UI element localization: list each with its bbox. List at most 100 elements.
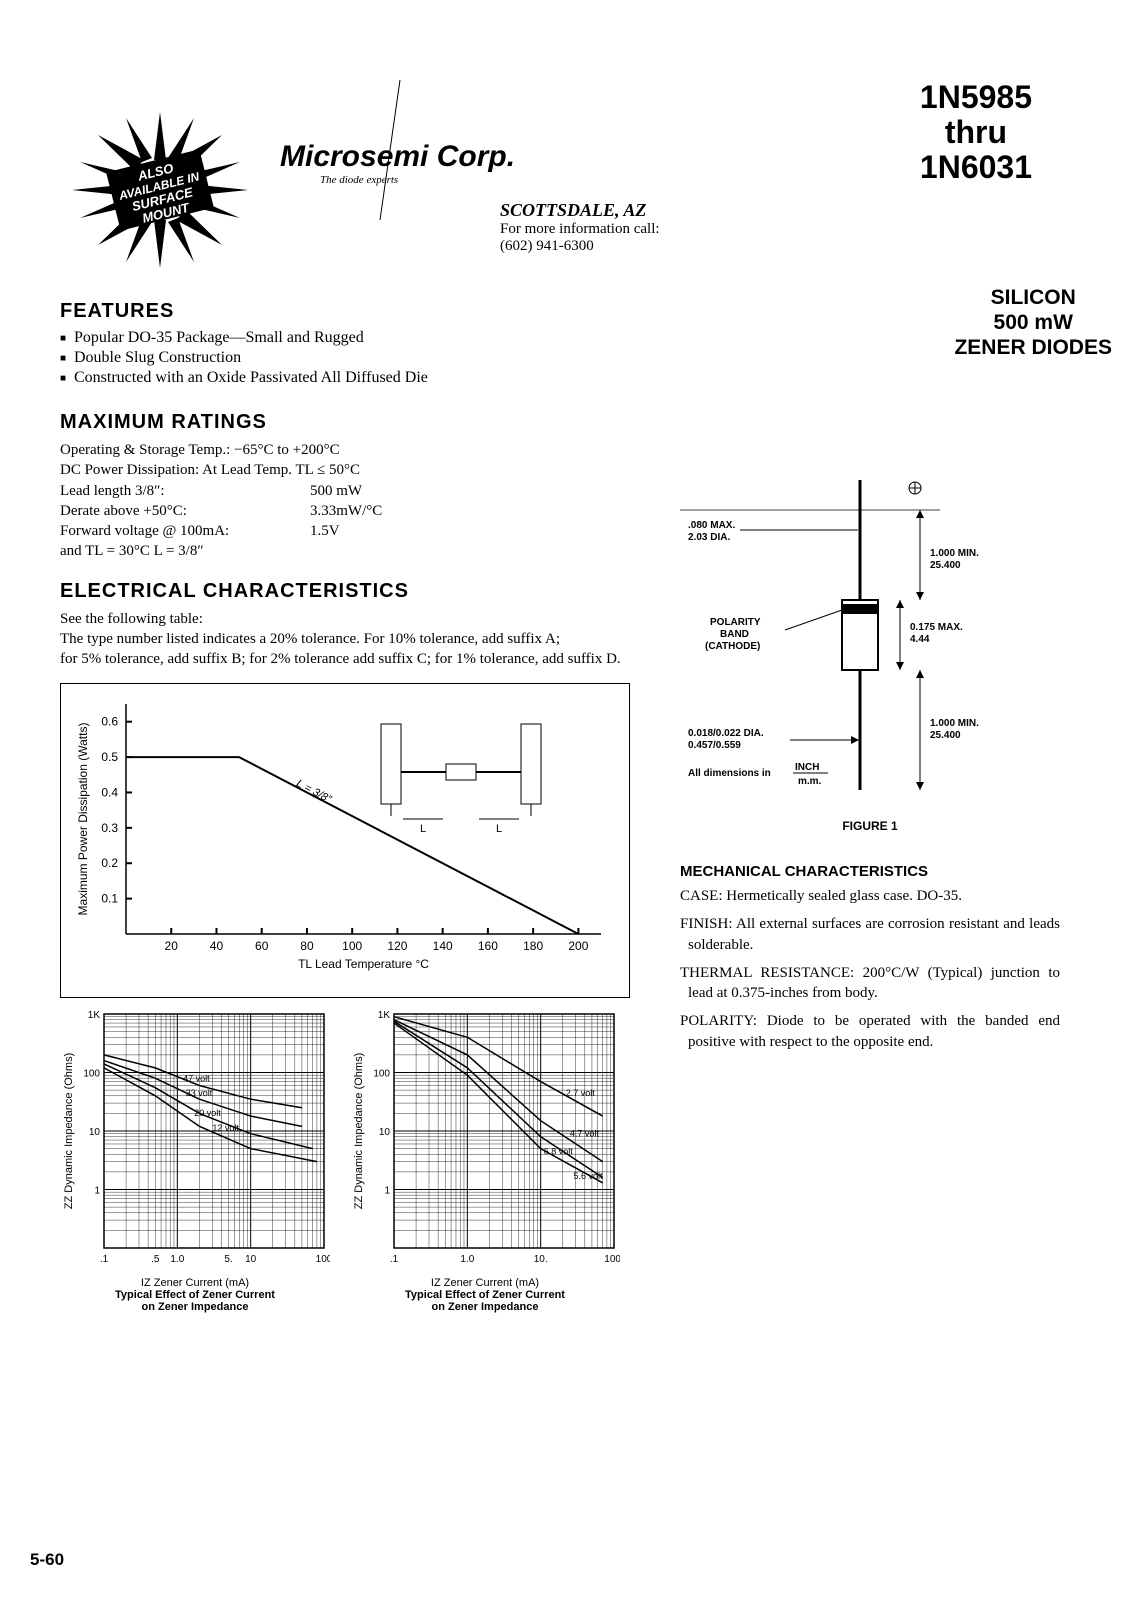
type-line1: SILICON	[954, 285, 1112, 310]
svg-text:100: 100	[342, 939, 362, 953]
impedance-chart-left-wrap: 1101001K.1.51.05.10100ZZ Dynamic Impedan…	[60, 1008, 330, 1313]
left-column: FEATURES Popular DO-35 Package—Small and…	[60, 300, 640, 1313]
electrical-line: See the following table:	[60, 609, 640, 629]
imp-left-caption-title: Typical Effect of Zener Current	[115, 1289, 275, 1301]
derating-chart-box: 204060801001201401601802000.10.20.30.40.…	[60, 683, 630, 998]
svg-text:20: 20	[165, 939, 179, 953]
svg-text:4.7 volt: 4.7 volt	[570, 1129, 600, 1139]
electrical-line: for 5% tolerance, add suffix B; for 2% t…	[60, 649, 640, 669]
features-list: Popular DO-35 Package—Small and Rugged D…	[60, 329, 640, 387]
svg-text:0.6: 0.6	[101, 715, 118, 729]
svg-text:60: 60	[255, 939, 269, 953]
svg-text:1: 1	[384, 1186, 390, 1197]
imp-right-xlabel: IZ Zener Current (mA)	[431, 1277, 539, 1289]
mech-item: POLARITY: Diode to be operated with the …	[680, 1011, 1060, 1052]
svg-text:1.000 MIN.: 1.000 MIN.	[930, 718, 979, 729]
svg-text:100.: 100.	[604, 1254, 620, 1265]
header: ALSO AVAILABLE IN SURFACE MOUNT Microsem…	[60, 80, 1072, 280]
imp-left-caption-sub: on Zener Impedance	[142, 1301, 249, 1313]
svg-text:2.03 DIA.: 2.03 DIA.	[688, 532, 730, 543]
svg-text:160: 160	[478, 939, 498, 953]
ratings-value: 3.33mW/°C	[310, 501, 382, 521]
company-block: Microsemi Corp. The diode experts	[280, 140, 515, 186]
package-figure: .080 MAX.2.03 DIA.1.000 MIN.25.4000.175 …	[680, 470, 1040, 810]
electrical-heading: ELECTRICAL CHARACTERISTICS	[60, 580, 640, 603]
svg-text:25.400: 25.400	[930, 560, 961, 571]
svg-text:4.44: 4.44	[910, 634, 930, 645]
features-heading: FEATURES	[60, 300, 640, 323]
feature-item: Popular DO-35 Package—Small and Rugged	[60, 329, 640, 347]
type-line3: ZENER DIODES	[954, 335, 1112, 360]
product-type-block: SILICON 500 mW ZENER DIODES	[954, 285, 1112, 361]
part-line1: 1N5985	[920, 80, 1032, 115]
svg-text:0.457/0.559: 0.457/0.559	[688, 740, 741, 751]
svg-text:BAND: BAND	[720, 629, 749, 640]
svg-text:.1: .1	[100, 1254, 109, 1265]
svg-text:0.3: 0.3	[101, 821, 118, 835]
part-line3: 1N6031	[920, 150, 1032, 185]
svg-text:120: 120	[387, 939, 407, 953]
svg-text:All dimensions in: All dimensions in	[688, 768, 771, 779]
svg-text:40: 40	[210, 939, 224, 953]
feature-item: Constructed with an Oxide Passivated All…	[60, 369, 640, 387]
svg-text:47 volt: 47 volt	[183, 1074, 210, 1084]
svg-text:0.018/0.022 DIA.: 0.018/0.022 DIA.	[688, 728, 764, 739]
svg-text:100: 100	[373, 1069, 390, 1080]
svg-text:180: 180	[523, 939, 543, 953]
contact-phone: (602) 941-6300	[500, 238, 660, 255]
svg-text:33 volt: 33 volt	[186, 1088, 213, 1098]
ratings-line: Operating & Storage Temp.: −65°C to +200…	[60, 440, 640, 460]
svg-text:.1: .1	[390, 1254, 399, 1265]
svg-text:1.0: 1.0	[460, 1254, 474, 1265]
company-tagline: The diode experts	[320, 174, 515, 186]
part-line2: thru	[920, 115, 1032, 150]
svg-text:TL Lead Temperature °C: TL Lead Temperature °C	[298, 957, 429, 971]
impedance-chart-right-wrap: 1101001K.11.010.100.ZZ Dynamic Impedance…	[350, 1008, 620, 1313]
impedance-chart-right: 1101001K.11.010.100.ZZ Dynamic Impedance…	[350, 1008, 620, 1268]
imp-right-caption-sub: on Zener Impedance	[432, 1301, 539, 1313]
svg-text:140: 140	[433, 939, 453, 953]
derating-chart: 204060801001201401601802000.10.20.30.40.…	[71, 694, 611, 974]
svg-text:0.4: 0.4	[101, 786, 118, 800]
svg-text:1: 1	[94, 1186, 100, 1197]
right-column: .080 MAX.2.03 DIA.1.000 MIN.25.4000.175 …	[680, 300, 1060, 1313]
impedance-chart-left: 1101001K.1.51.05.10100ZZ Dynamic Impedan…	[60, 1008, 330, 1268]
ratings-value: 1.5V	[310, 521, 340, 541]
svg-text:10: 10	[245, 1254, 257, 1265]
svg-text:100: 100	[83, 1069, 100, 1080]
svg-text:ZZ Dynamic Impedance (Ohms): ZZ Dynamic Impedance (Ohms)	[63, 1053, 75, 1209]
part-number-block: 1N5985 thru 1N6031	[920, 80, 1032, 186]
svg-text:0.5: 0.5	[101, 750, 118, 764]
mech-item: CASE: Hermetically sealed glass case. DO…	[680, 886, 1060, 906]
svg-text:0.2: 0.2	[101, 856, 118, 870]
imp-right-caption-title: Typical Effect of Zener Current	[405, 1289, 565, 1301]
ratings-heading: MAXIMUM RATINGS	[60, 411, 640, 434]
svg-text:1.0: 1.0	[170, 1254, 184, 1265]
svg-text:L: L	[420, 823, 426, 835]
svg-text:ZZ Dynamic Impedance (Ohms): ZZ Dynamic Impedance (Ohms)	[353, 1053, 365, 1209]
ratings-label: Lead length 3/8″:	[60, 481, 310, 501]
svg-text:.080 MAX.: .080 MAX.	[688, 520, 735, 531]
ratings-label: Forward voltage @ 100mA:	[60, 521, 310, 541]
svg-text:5.: 5.	[224, 1254, 232, 1265]
electrical-line: The type number listed indicates a 20% t…	[60, 629, 640, 649]
page-number: 5-60	[30, 1550, 64, 1570]
svg-text:Maximum Power Dissipation (Wat: Maximum Power Dissipation (Watts)	[76, 723, 90, 916]
svg-text:200: 200	[568, 939, 588, 953]
svg-text:1K: 1K	[378, 1010, 391, 1021]
mechanical-heading: MECHANICAL CHARACTERISTICS	[680, 863, 1060, 880]
electrical-body: See the following table: The type number…	[60, 609, 640, 670]
starburst-badge: ALSO AVAILABLE IN SURFACE MOUNT	[70, 110, 250, 270]
ratings-label: Derate above +50°C:	[60, 501, 310, 521]
ratings-line: and TL = 30°C L = 3/8″	[60, 541, 640, 561]
svg-text:L = 3/8″: L = 3/8″	[294, 778, 334, 807]
svg-text:100: 100	[316, 1254, 330, 1265]
svg-text:0.1: 0.1	[101, 892, 118, 906]
svg-text:.5: .5	[151, 1254, 160, 1265]
contact-info-line: For more information call:	[500, 221, 660, 238]
svg-text:25.400: 25.400	[930, 730, 961, 741]
type-line2: 500 mW	[954, 310, 1112, 335]
company-name: Microsemi Corp.	[280, 140, 515, 174]
ratings-value: 500 mW	[310, 481, 362, 501]
contact-block: SCOTTSDALE, AZ For more information call…	[500, 200, 660, 255]
